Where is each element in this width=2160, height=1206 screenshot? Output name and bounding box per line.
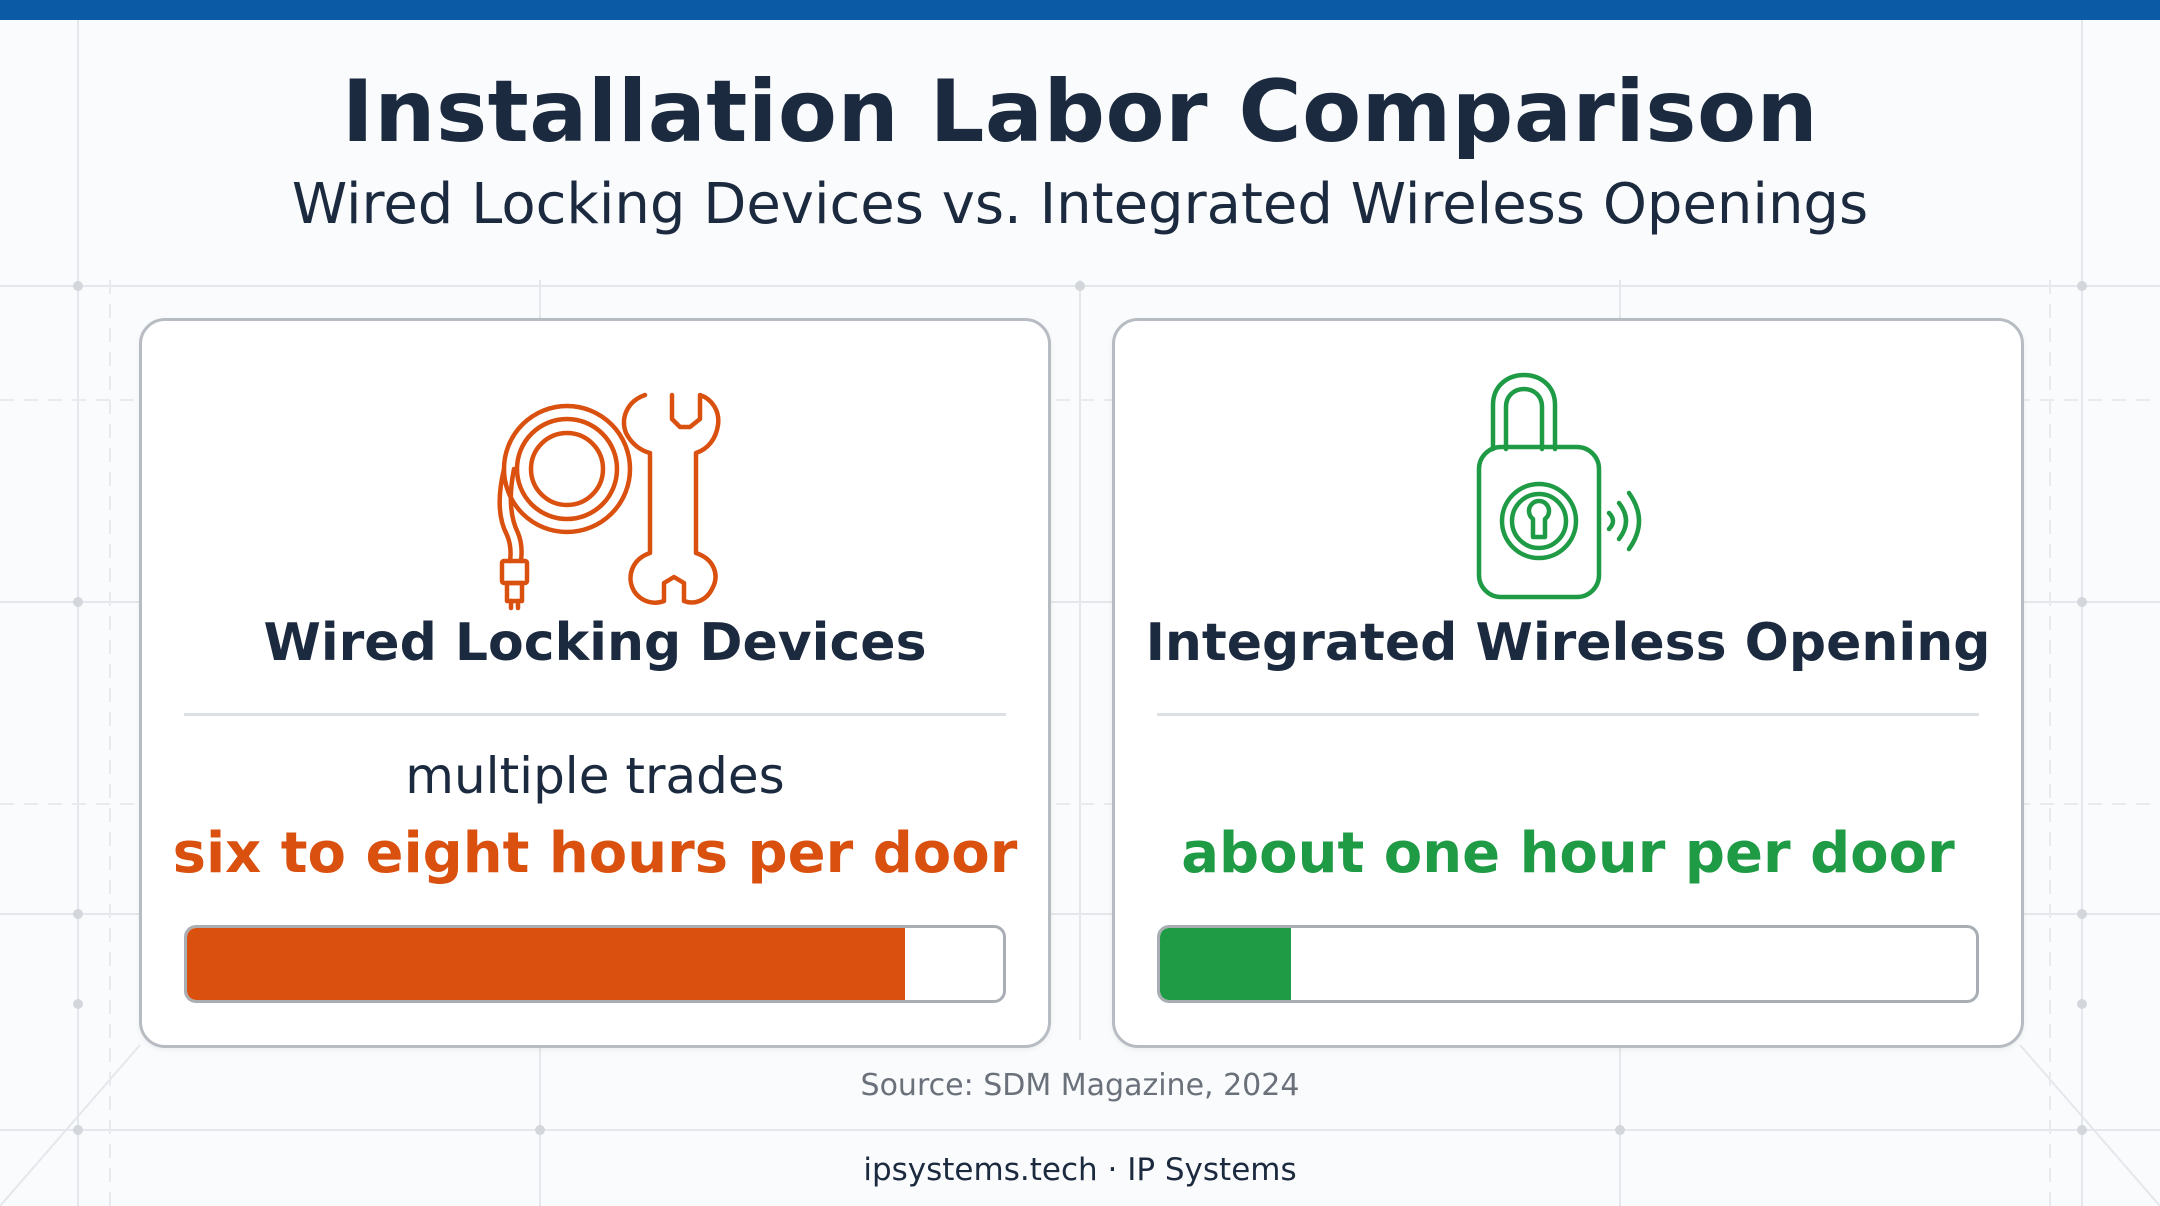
wired-card-note: multiple trades: [405, 747, 785, 805]
wireless-card-value: about one hour per door: [1181, 821, 1955, 886]
page-title: Installation Labor Comparison: [341, 62, 1819, 162]
wired-card-value: six to eight hours per door: [172, 821, 1018, 886]
wireless-card-divider: [1157, 713, 1979, 716]
page-subtitle: Wired Locking Devices vs. Integrated Wir…: [291, 172, 1869, 237]
wired-locking-card: Wired Locking Devices multiple trades si…: [139, 318, 1051, 1048]
cable-and-wrench-icon: [497, 392, 721, 611]
wireless-progress-track: [1157, 925, 1979, 1003]
footer-credit: ipsystems.tech · IP Systems: [863, 1152, 1297, 1188]
wired-progress-fill: [187, 928, 905, 1000]
source-citation: Source: SDM Magazine, 2024: [860, 1068, 1300, 1103]
wired-card-divider: [184, 713, 1006, 716]
wireless-opening-card: Integrated Wireless Opening about one ho…: [1112, 318, 2024, 1048]
wired-progress-track: [184, 925, 1006, 1003]
top-accent-bar: [0, 0, 2160, 20]
wired-card-title: Wired Locking Devices: [263, 613, 927, 673]
wireless-card-title: Integrated Wireless Opening: [1145, 613, 1991, 673]
wireless-progress-fill: [1160, 928, 1291, 1000]
wireless-padlock-icon: [1476, 372, 1642, 600]
